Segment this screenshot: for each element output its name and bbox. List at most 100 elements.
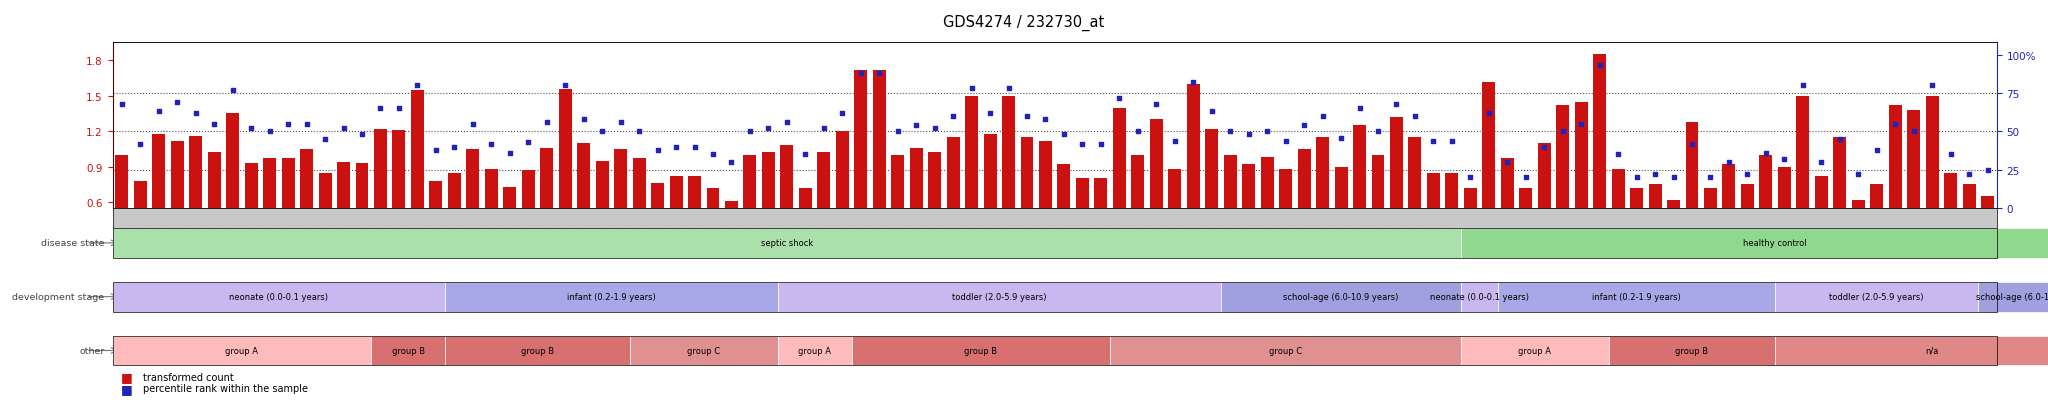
Bar: [375, 130, 387, 273]
Point: [752, 126, 784, 132]
Bar: [1962, 185, 1976, 273]
Text: ■: ■: [121, 382, 133, 395]
Bar: [1427, 173, 1440, 273]
Bar: [467, 150, 479, 273]
Bar: [283, 159, 295, 273]
Bar: [1243, 165, 1255, 273]
Point: [143, 109, 176, 116]
Point: [254, 129, 287, 135]
Point: [309, 136, 342, 143]
Point: [1141, 101, 1174, 108]
Point: [1878, 121, 1911, 128]
Point: [1270, 138, 1303, 145]
Bar: [1001, 97, 1016, 273]
Point: [1122, 129, 1155, 135]
Point: [1767, 156, 1800, 163]
Point: [1952, 172, 1985, 178]
Bar: [946, 138, 961, 273]
Point: [1804, 159, 1837, 166]
Point: [1104, 95, 1137, 102]
Text: neonate (0.0-0.1 years): neonate (0.0-0.1 years): [229, 292, 328, 301]
Bar: [1075, 179, 1090, 273]
Text: group A: group A: [799, 346, 831, 355]
Bar: [301, 150, 313, 273]
Point: [899, 123, 932, 129]
Point: [807, 126, 840, 132]
Bar: [983, 134, 997, 273]
Bar: [1206, 130, 1219, 273]
Bar: [1354, 126, 1366, 273]
Point: [1657, 175, 1690, 181]
Bar: [188, 137, 203, 273]
Bar: [1372, 155, 1384, 273]
Text: group C: group C: [1270, 346, 1303, 355]
Bar: [1094, 179, 1108, 273]
Bar: [1262, 158, 1274, 273]
Bar: [541, 148, 553, 273]
Point: [1823, 136, 1855, 143]
Point: [825, 110, 858, 117]
Text: transformed count: transformed count: [143, 372, 233, 382]
Bar: [762, 153, 774, 273]
Point: [457, 121, 489, 128]
Bar: [1630, 188, 1642, 273]
Bar: [207, 153, 221, 273]
Bar: [1741, 185, 1753, 273]
Point: [346, 132, 379, 138]
Text: GDS4274 / 232730_at: GDS4274 / 232730_at: [944, 14, 1104, 31]
Point: [1362, 129, 1395, 135]
Point: [1417, 138, 1450, 145]
Bar: [264, 159, 276, 273]
Bar: [1556, 106, 1569, 273]
Point: [1565, 121, 1597, 128]
Point: [586, 129, 618, 135]
Bar: [1649, 185, 1661, 273]
Point: [604, 120, 637, 126]
Point: [1491, 159, 1524, 166]
Point: [1786, 83, 1819, 90]
Text: group B: group B: [1675, 346, 1708, 355]
Bar: [1593, 55, 1606, 273]
Bar: [1980, 197, 1995, 273]
Bar: [225, 114, 240, 273]
Point: [1307, 114, 1339, 120]
Point: [420, 147, 453, 154]
Point: [401, 83, 434, 90]
Text: ■: ■: [121, 370, 133, 384]
Bar: [1778, 167, 1790, 273]
Bar: [817, 153, 829, 273]
Point: [788, 152, 821, 158]
Bar: [836, 132, 848, 273]
Point: [918, 126, 950, 132]
Point: [862, 71, 895, 77]
Text: neonate (0.0-0.1 years): neonate (0.0-0.1 years): [1430, 292, 1530, 301]
Point: [1473, 110, 1505, 117]
Bar: [1925, 97, 1939, 273]
Bar: [596, 161, 608, 273]
Bar: [1501, 159, 1513, 273]
Point: [881, 129, 913, 135]
Point: [512, 140, 545, 146]
Bar: [909, 148, 924, 273]
Bar: [115, 155, 129, 273]
Point: [1509, 175, 1542, 181]
Bar: [319, 173, 332, 273]
Point: [1343, 106, 1376, 112]
Bar: [485, 170, 498, 273]
Bar: [1038, 141, 1053, 273]
Text: group B: group B: [520, 346, 555, 355]
Point: [1860, 147, 1892, 154]
Point: [1214, 129, 1247, 135]
Point: [1178, 80, 1210, 86]
Bar: [449, 173, 461, 273]
Point: [1602, 152, 1634, 158]
Bar: [1280, 170, 1292, 273]
Point: [217, 88, 250, 94]
Point: [973, 110, 1006, 117]
Bar: [651, 184, 664, 273]
Bar: [799, 188, 811, 273]
Point: [1325, 135, 1358, 142]
Text: group B: group B: [391, 346, 424, 355]
Point: [180, 110, 213, 117]
Point: [1712, 159, 1745, 166]
